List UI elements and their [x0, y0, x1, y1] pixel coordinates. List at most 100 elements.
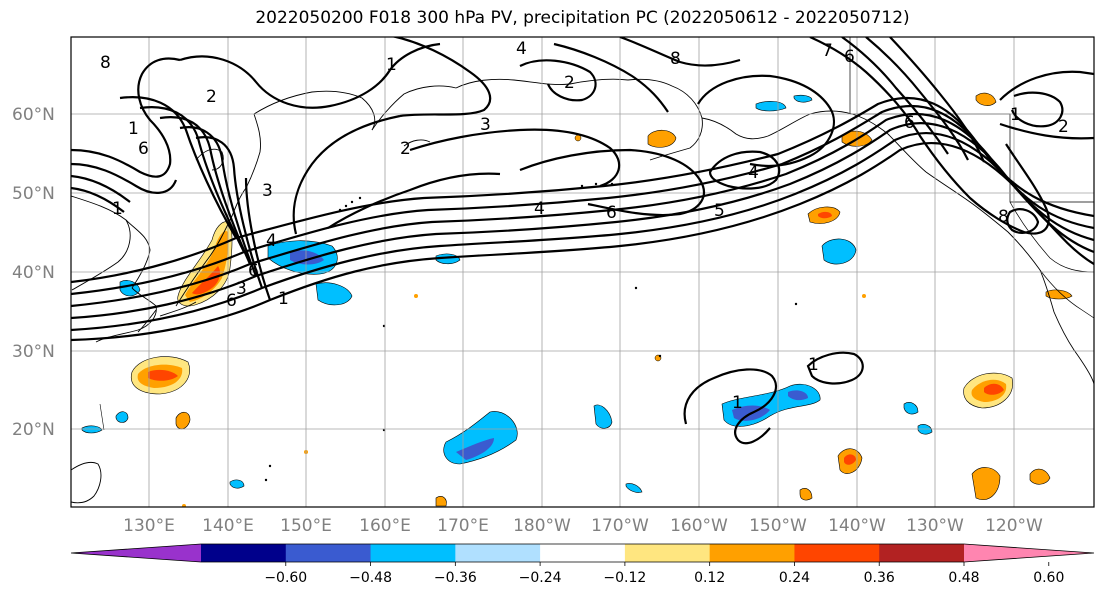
- colorbar-segment: [285, 544, 372, 562]
- precip-positive-region: [175, 411, 191, 430]
- latitude-label: 60°N: [12, 105, 55, 125]
- pv-contour-label: 8: [100, 53, 111, 73]
- pv-contour-label: 2: [206, 87, 217, 107]
- precip-positive-region: [647, 129, 677, 148]
- colorbar-tick-label: 0.36: [864, 570, 895, 586]
- pv-contour-label: 1: [128, 119, 139, 139]
- pv-contour-label: 6: [138, 139, 149, 159]
- precip-positive-region: [799, 488, 813, 501]
- precip-negative-region: [755, 101, 787, 112]
- longitude-label: 130°W: [906, 516, 964, 536]
- longitude-label: 180°W: [513, 516, 571, 536]
- latitude-label: 20°N: [12, 420, 55, 440]
- colorbar-outline: [70, 543, 1095, 563]
- pv-contour-label: 8: [670, 49, 681, 69]
- pv-contour-label: 4: [748, 163, 759, 183]
- latitude-label: 40°N: [12, 263, 55, 283]
- pv-contour-label: 6: [226, 291, 237, 311]
- precip-negative-region: [229, 479, 245, 489]
- colorbar-tick-label: −0.60: [264, 570, 307, 586]
- colorbar-segment: [201, 544, 287, 562]
- pv-contour-label: 5: [714, 201, 725, 221]
- precip-negative-region: [290, 250, 324, 265]
- precip-negative-region: [821, 238, 857, 265]
- pv-contour-label: 4: [516, 39, 527, 59]
- longitude-label: 140°E: [202, 516, 254, 536]
- longitude-label: 150°E: [280, 516, 332, 536]
- precip-negative-region: [315, 282, 353, 306]
- pv-contour-label: 4: [534, 199, 545, 219]
- precip-positive-region: [971, 467, 1001, 500]
- colorbar-segment: [624, 544, 711, 562]
- pv-contour-label: 2: [564, 73, 575, 93]
- pv-contour-label: 4: [266, 231, 277, 251]
- precip-positive-region: [818, 211, 832, 219]
- latitude-label: 50°N: [12, 184, 55, 204]
- precip-positive-region: [1029, 468, 1051, 485]
- pv-contour-label: 7: [822, 41, 833, 61]
- gridlines: [71, 37, 1094, 507]
- colorbar-segment: [794, 544, 880, 562]
- precip-negative-region: [788, 390, 808, 401]
- precip-positive-region: [844, 454, 856, 465]
- pv-contour-label: 6: [844, 47, 855, 67]
- colorbar-tick-label: −0.24: [519, 570, 562, 586]
- longitude-label: 160°E: [359, 516, 411, 536]
- precip-negative-region: [593, 404, 613, 429]
- longitude-labels: 130°E 140°E 150°E 160°E 170°E 180°W 170°…: [123, 516, 1043, 536]
- pv-contour-label: 8: [998, 207, 1009, 227]
- colorbar-tick-label: −0.36: [434, 570, 477, 586]
- longitude-label: 140°W: [828, 516, 886, 536]
- precip-positive-region: [984, 383, 1004, 395]
- longitude-label: 150°W: [749, 516, 807, 536]
- longitude-label: 130°E: [123, 516, 175, 536]
- precip-negative-region: [625, 483, 643, 493]
- longitude-label: 160°W: [670, 516, 728, 536]
- pv-contour-label: 1: [732, 393, 743, 413]
- precip-positive-region: [148, 369, 178, 381]
- colorbar-extension-low: [71, 544, 201, 562]
- latitude-label: 30°N: [12, 342, 55, 362]
- precip-negative-region: [115, 411, 129, 423]
- pv-contour-label: 6: [248, 261, 259, 281]
- colorbar-segment: [370, 544, 456, 562]
- map-plot-area: 8 2 1 1 6 3 6 3 6 4 1 2 4 3 4 6 5 1 8 7 …: [71, 37, 1094, 507]
- colorbar-extension-high: [964, 544, 1094, 562]
- pv-contour-label: 3: [262, 181, 273, 201]
- pv-contour-label: 2: [400, 139, 411, 159]
- figure-title: 2022050200 F018 300 hPa PV, precipitatio…: [255, 8, 910, 28]
- pv-contour-label: 6: [904, 113, 915, 133]
- colorbar-tick-label: −0.48: [349, 570, 392, 586]
- colorbar-tick-label: −0.12: [603, 570, 646, 586]
- map-frame: [70, 36, 1095, 508]
- pv-contour-label: 3: [236, 279, 247, 299]
- colorbar-tick-label: 0.12: [694, 570, 725, 586]
- colorbar-segment: [879, 544, 965, 562]
- pv-contours: [71, 37, 1094, 445]
- pv-contour-label: 6: [606, 203, 617, 223]
- colorbar-tick-label: 0.24: [779, 570, 810, 586]
- pv-contour-labels: 8 2 1 1 6 3 6 3 6 4 1 2 4 3 4 6 5 1 8 7 …: [100, 39, 1069, 413]
- pv-contour-label: 2: [1058, 117, 1069, 137]
- longitude-label: 170°W: [591, 516, 649, 536]
- pv-contour-label: 1: [112, 199, 123, 219]
- colorbar-tick-label: 0.60: [1033, 570, 1064, 586]
- pv-contour-label: 1: [386, 55, 397, 75]
- colorbar: −0.60 −0.48 −0.36 −0.24 −0.12 0.12 0.24 0.36 0.4…: [70, 543, 1095, 586]
- pv-contour-label: 3: [480, 115, 491, 135]
- precip-negative-region: [81, 425, 103, 434]
- longitude-label: 120°W: [985, 516, 1043, 536]
- precip-positive-region: [435, 496, 447, 507]
- longitude-label: 170°E: [437, 516, 489, 536]
- colorbar-tick-label: 0.48: [948, 570, 979, 586]
- colorbar-segment: [709, 544, 795, 562]
- latitude-labels: 60°N 50°N 40°N 30°N 20°N: [12, 105, 55, 440]
- pv-contour-label: 1: [1010, 105, 1021, 125]
- precip-negative-region: [456, 438, 494, 460]
- pv-contour-label: 1: [808, 355, 819, 375]
- precip-negative-region: [903, 402, 919, 415]
- precip-positive-region: [975, 92, 997, 106]
- precip-negative-region: [793, 94, 813, 103]
- colorbar-segment: [455, 544, 541, 562]
